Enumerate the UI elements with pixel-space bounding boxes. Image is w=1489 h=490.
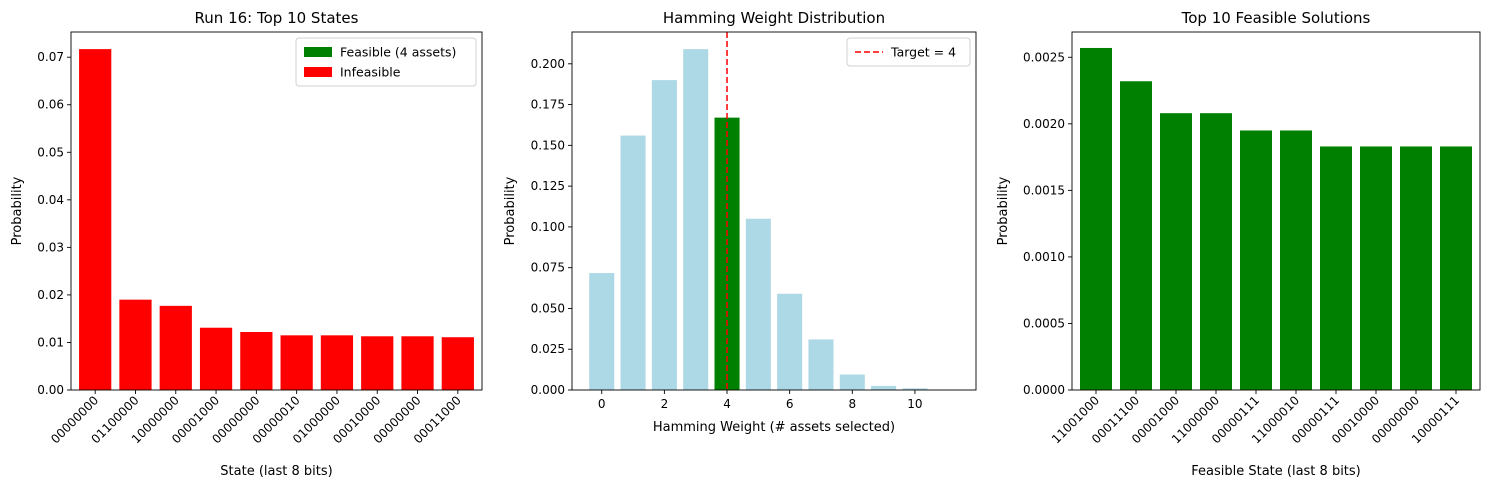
bar-00011100	[1120, 81, 1152, 391]
axes-frame	[70, 31, 483, 391]
y-tick-label: 0.050	[531, 301, 565, 315]
chart-hamming-weight-distribution: 0.000 0.025 0.050 0.075 0.100 0.125 0.150 0.175…	[503, 9, 977, 435]
y-tick-label: 0.175	[531, 98, 565, 112]
x-tick-label: 2	[661, 397, 669, 411]
x-axis-label: Hamming Weight (# assets selected)	[653, 420, 895, 435]
x-tick-label: 0	[598, 397, 606, 411]
x-axis-label: Feasible State (last 8 bits)	[1191, 464, 1361, 479]
x-axis-label: State (last 8 bits)	[220, 464, 332, 479]
y-tick-label: 0.0005	[1023, 316, 1065, 330]
y-tick-label: 0.200	[531, 57, 565, 71]
axes-frame	[1071, 31, 1481, 391]
y-tick-label: 0.0025	[1023, 50, 1065, 64]
x-tick-label: 6	[786, 397, 794, 411]
bar-7	[808, 339, 834, 390]
bar-11001000	[1080, 47, 1112, 390]
bar-10	[902, 388, 928, 390]
bar-00010000	[361, 336, 394, 390]
bar-00010000	[1360, 146, 1392, 390]
bar-00011000	[441, 337, 474, 390]
legend-swatch	[304, 47, 332, 57]
bar-00000010	[280, 335, 313, 390]
bar-3	[683, 49, 709, 390]
legend-frame	[295, 37, 477, 87]
y-axis-label: Probability	[996, 176, 1011, 245]
y-tick-label: 0.0000	[1023, 383, 1065, 397]
bar-2	[651, 80, 677, 391]
bar-11000000	[1200, 113, 1232, 391]
y-tick-label: 0.075	[531, 261, 565, 275]
y-tick-label: 0.07	[37, 50, 64, 64]
y-tick-label: 0.03	[37, 240, 64, 254]
x-tick-label: 8	[848, 397, 856, 411]
y-tick-label: 0.01	[37, 335, 64, 349]
bar-00000111	[1240, 130, 1272, 391]
legend: Feasible (4 assets) Infeasible	[295, 37, 477, 87]
bar-00000111	[1320, 146, 1352, 390]
y-tick-label: 0.06	[37, 98, 64, 112]
legend-label: Feasible (4 assets)	[340, 45, 456, 60]
axes-frame	[571, 31, 977, 391]
x-tick-label: 4	[723, 397, 731, 411]
chart-title: Hamming Weight Distribution	[663, 9, 885, 27]
chart-top-feasible-solutions: 0.00000.00050.00100.00150.00200.00251100…	[996, 9, 1481, 479]
y-axis-label: Probability	[10, 176, 25, 245]
y-tick-label: 0.05	[37, 145, 64, 159]
bar-1	[620, 135, 646, 390]
bar-00000000	[1400, 146, 1432, 390]
bar-01000000	[320, 335, 354, 390]
y-tick-label: 0.0015	[1023, 183, 1065, 197]
y-tick-label: 0.125	[531, 179, 565, 193]
bar-01100000	[119, 299, 152, 390]
chart-title: Top 10 Feasible Solutions	[1181, 9, 1371, 27]
chart-run16-top-states: 0.000.010.020.030.040.050.060.0700000000…	[10, 9, 483, 479]
chart-title: Run 16: Top 10 States	[195, 9, 359, 27]
legend-frame	[846, 37, 971, 67]
y-tick-label: 0.150	[531, 138, 565, 152]
bar-00001000	[199, 327, 233, 390]
bar-6	[777, 293, 803, 390]
y-tick-label: 0.100	[531, 220, 565, 234]
legend-label: Infeasible	[340, 65, 401, 80]
legend-label: Target = 4	[890, 45, 956, 60]
y-tick-label: 0.00	[37, 383, 64, 397]
legend: Target = 4	[846, 37, 971, 67]
bar-5	[745, 218, 771, 390]
bar-10000000	[159, 305, 192, 390]
x-tick-label: 10	[907, 397, 922, 411]
bar-00001000	[1160, 113, 1192, 391]
y-tick-label: 0.02	[37, 288, 64, 302]
y-tick-label: 0.04	[37, 193, 64, 207]
legend-swatch	[304, 67, 332, 77]
bar-0	[589, 273, 615, 390]
y-tick-label: 0.0010	[1023, 250, 1065, 264]
bar-8	[839, 374, 865, 390]
y-tick-label: 0.0020	[1023, 117, 1065, 131]
y-tick-label: 0.025	[531, 342, 565, 356]
y-tick-label: 0.000	[531, 383, 565, 397]
bar-9	[871, 385, 897, 390]
bar-00000000	[240, 332, 273, 390]
bar-00000000	[401, 336, 434, 390]
y-axis-label: Probability	[503, 176, 518, 245]
bar-00000000	[79, 49, 112, 391]
bar-10000111	[1440, 146, 1472, 390]
bar-11000010	[1280, 130, 1312, 391]
